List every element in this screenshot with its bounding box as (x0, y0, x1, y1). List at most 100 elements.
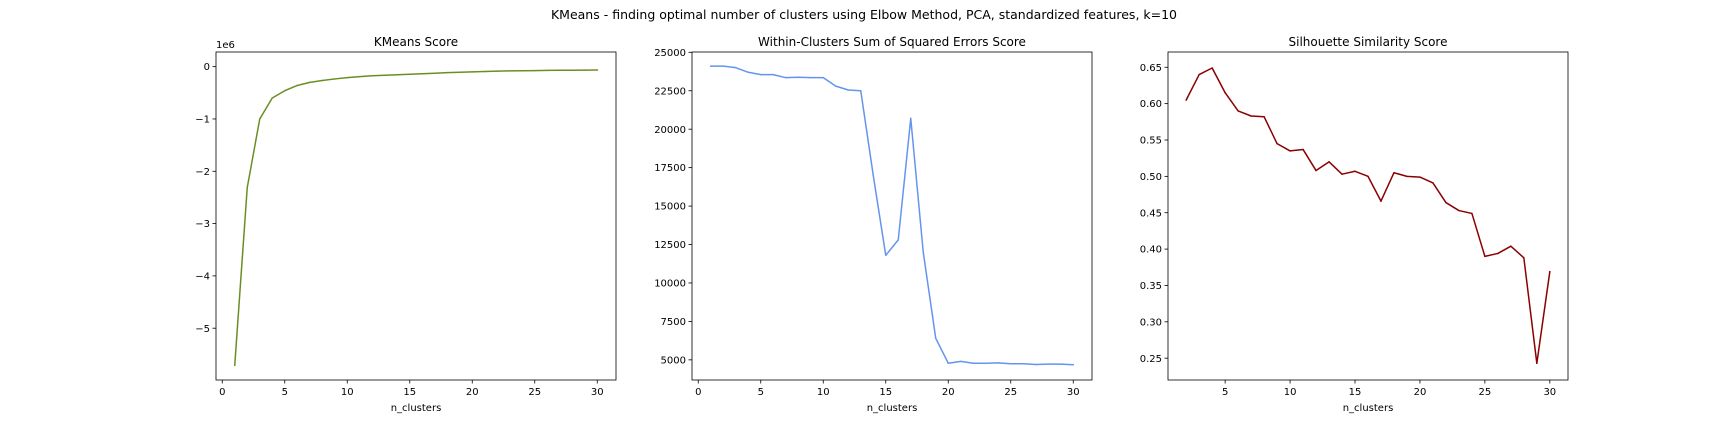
data-point (1010, 362, 1012, 365)
x-tick-label: 30 (1543, 387, 1556, 398)
axis-ticks: 5 10 15 20 25 30 0.25 0.30 0.35 0.40 0.45 0.50 0.55 0… (1140, 63, 1556, 398)
data-point (1328, 161, 1330, 163)
data-point (922, 251, 924, 253)
data-point (960, 360, 962, 363)
y-tick-label: −4 (195, 271, 210, 282)
data-point (1072, 364, 1074, 366)
x-tick-label: 15 (879, 387, 892, 398)
y-offset-label: 1e6 (216, 40, 235, 51)
plot-frame (1167, 51, 1569, 381)
data-point (346, 76, 348, 79)
data-point (985, 362, 987, 364)
x-tick-label: 10 (817, 387, 830, 398)
x-tick-label: 10 (1284, 387, 1297, 398)
data-point (1302, 148, 1304, 151)
data-point (509, 70, 511, 72)
data-point (772, 73, 774, 76)
y-tick-label: 0.30 (1140, 317, 1162, 328)
x-axis-label: n_clusters (1343, 403, 1394, 414)
data-point (271, 97, 273, 99)
data-point (484, 70, 486, 73)
x-tick-label: 10 (341, 387, 354, 398)
x-tick-label: 25 (528, 387, 541, 398)
x-axis-label: n_clusters (867, 403, 918, 414)
x-tick-label: 30 (1067, 387, 1080, 398)
data-point (1185, 99, 1187, 101)
data-point (1445, 201, 1447, 204)
data-point (1263, 115, 1265, 118)
y-tick-label: 25000 (654, 48, 686, 59)
data-point (847, 89, 849, 91)
y-tick-label: 0 (204, 62, 210, 73)
data-point (246, 186, 248, 189)
data-point (1035, 363, 1037, 366)
y-tick-label: 0.65 (1140, 63, 1162, 74)
series-line (1185, 67, 1551, 365)
kmeans-score-panel: KMeans Score n_clusters 1e6 0 5 10 15 20 25 30… (195, 35, 617, 414)
y-tick-label: 0.40 (1140, 245, 1162, 256)
data-point (1224, 91, 1226, 94)
silhouette-score-panel: Silhouette Similarity Score n_clusters 5… (1140, 35, 1569, 414)
data-point (334, 78, 336, 80)
data-point (810, 76, 812, 79)
data-point (1022, 362, 1024, 365)
x-tick-label: 25 (1004, 387, 1017, 398)
data-point (785, 76, 787, 79)
data-point (496, 70, 498, 72)
data-point (521, 69, 523, 72)
data-point (1367, 175, 1369, 178)
y-tick-label: 0.50 (1140, 172, 1162, 183)
data-point (722, 65, 724, 67)
data-point (1536, 362, 1538, 365)
series-marks (234, 69, 598, 367)
data-point (1393, 171, 1395, 174)
data-point (1276, 142, 1278, 145)
y-tick-label: 12500 (654, 240, 686, 251)
panel-title: Silhouette Similarity Score (1289, 35, 1448, 49)
data-point (1060, 363, 1062, 365)
y-tick-label: 0.60 (1140, 99, 1162, 110)
x-tick-label: 20 (942, 387, 955, 398)
x-tick-label: 30 (591, 387, 604, 398)
y-tick-label: 22500 (654, 86, 686, 97)
data-point (1523, 257, 1525, 259)
data-point (872, 174, 874, 177)
x-tick-label: 20 (466, 387, 479, 398)
x-tick-label: 5 (1222, 387, 1228, 398)
figure-suptitle: KMeans - finding optimal number of clust… (551, 7, 1177, 22)
data-point (1315, 169, 1317, 172)
data-point (421, 72, 423, 75)
x-tick-label: 0 (219, 387, 225, 398)
data-point (309, 81, 311, 84)
x-axis-label: n_clusters (391, 403, 442, 414)
x-tick-label: 15 (403, 387, 416, 398)
x-tick-label: 0 (695, 387, 701, 398)
data-point (296, 84, 298, 87)
x-tick-label: 5 (758, 387, 764, 398)
y-tick-label: 0.35 (1140, 281, 1162, 292)
data-point (1380, 200, 1382, 202)
series-marks (1185, 67, 1551, 365)
data-point (584, 69, 586, 71)
series-line (710, 65, 1074, 366)
data-point (459, 71, 461, 74)
x-tick-label: 5 (282, 387, 288, 398)
data-point (446, 71, 448, 74)
data-point (384, 74, 386, 77)
data-point (396, 74, 398, 76)
series-marks (710, 65, 1074, 366)
data-point (1289, 150, 1291, 152)
y-tick-label: 0.55 (1140, 136, 1162, 147)
plot-frame (691, 51, 1093, 381)
data-point (947, 362, 949, 364)
data-point (571, 69, 573, 71)
data-point (596, 69, 598, 71)
data-point (972, 362, 974, 364)
data-point (822, 76, 824, 79)
y-tick-label: 5000 (661, 355, 686, 366)
data-point (409, 73, 411, 75)
data-point (1047, 363, 1049, 365)
y-tick-label: 0.25 (1140, 354, 1162, 365)
y-tick-label: 15000 (654, 202, 686, 213)
data-point (1250, 115, 1252, 117)
